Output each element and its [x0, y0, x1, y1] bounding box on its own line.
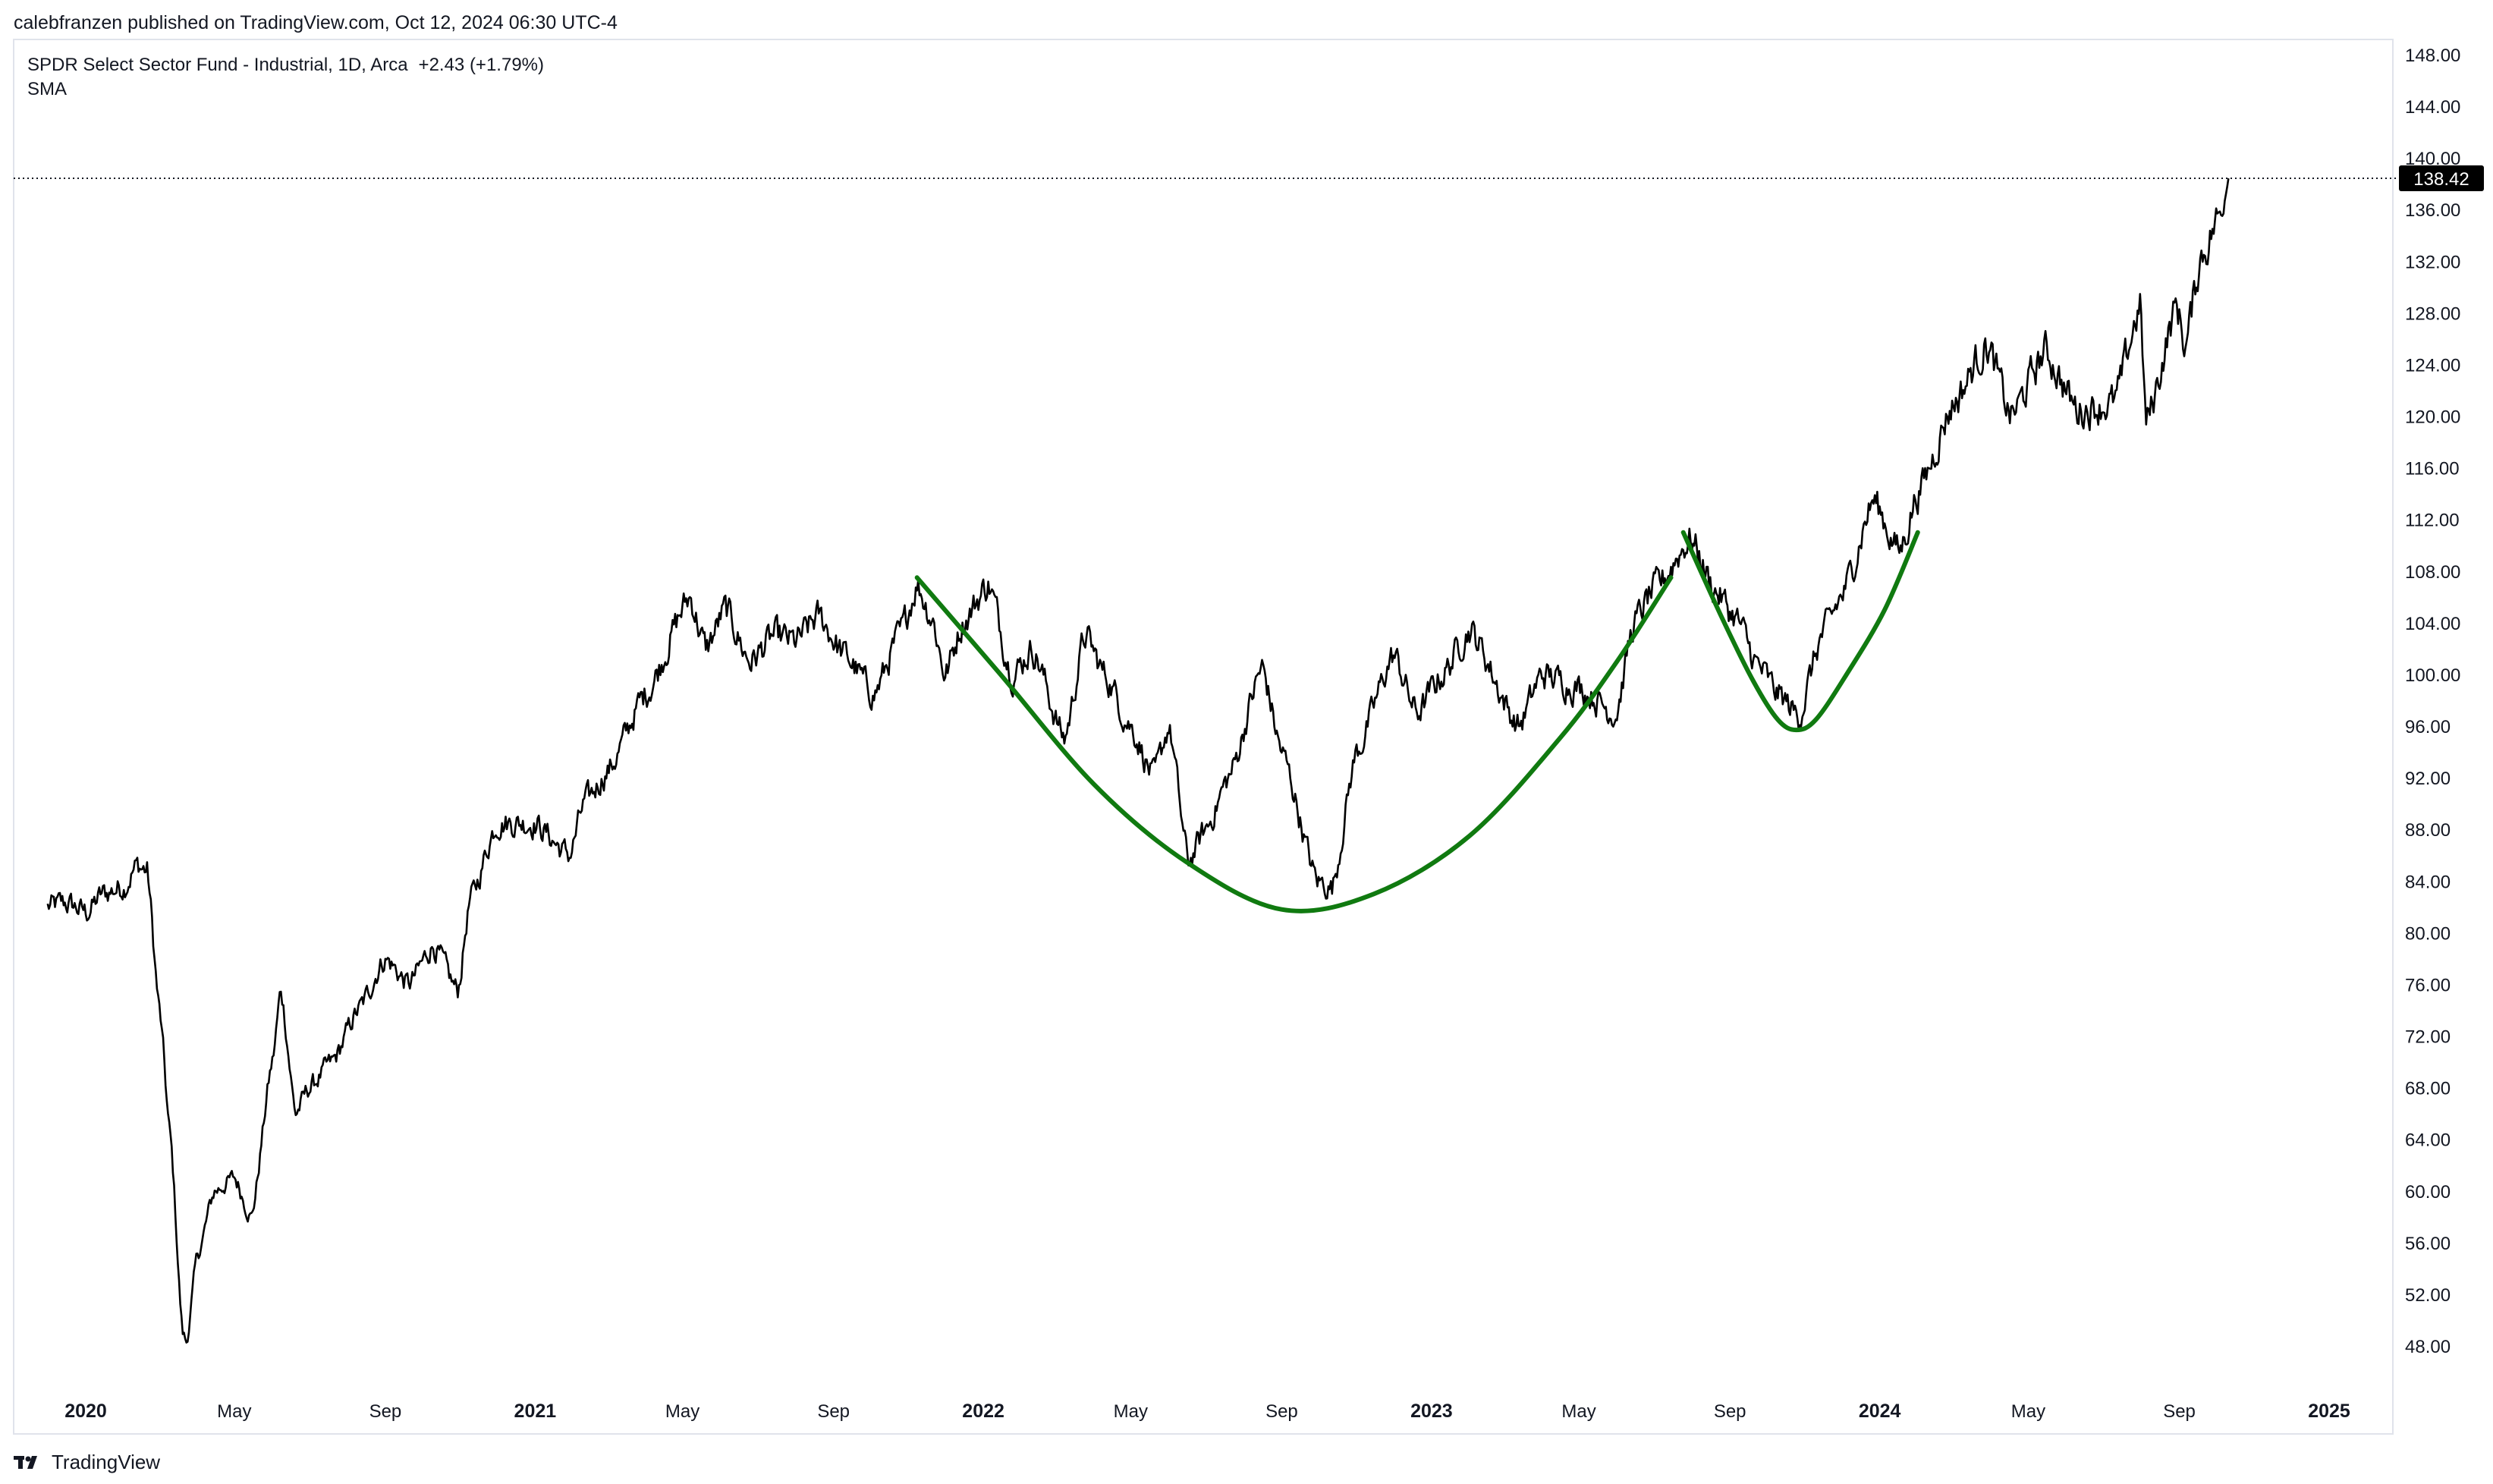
- x-tick-label: Sep: [369, 1401, 402, 1422]
- x-tick-label: 2024: [1859, 1401, 1901, 1422]
- y-tick-label: 84.00: [2405, 872, 2451, 892]
- x-tick-label: 2023: [1410, 1401, 1453, 1422]
- y-tick-label: 96.00: [2405, 717, 2451, 737]
- chart-frame: [13, 39, 2394, 1435]
- x-tick-label: Sep: [1714, 1401, 1746, 1422]
- x-tick-label: Sep: [1265, 1401, 1298, 1422]
- series-layer: [46, 178, 2230, 1344]
- y-tick-label: 128.00: [2405, 303, 2460, 324]
- y-tick-label: 56.00: [2405, 1234, 2451, 1254]
- y-tick-label: 76.00: [2405, 975, 2451, 995]
- y-tick-label: 112.00: [2405, 511, 2460, 531]
- y-tick-label: 68.00: [2405, 1079, 2451, 1099]
- y-tick-label: 92.00: [2405, 769, 2451, 789]
- chart-legend[interactable]: SPDR Select Sector Fund - Industrial, 1D…: [27, 53, 544, 102]
- x-tick-label: 2020: [64, 1401, 107, 1422]
- y-tick-label: 60.00: [2405, 1182, 2451, 1203]
- cup-curve[interactable]: [914, 575, 1674, 913]
- x-tick-label: Sep: [2163, 1401, 2196, 1422]
- x-tick-label: May: [1114, 1401, 1148, 1422]
- time-axis[interactable]: 2020 May Sep 2021 May Sep 2022 May Sep 2023 May Sep…: [64, 1401, 2350, 1422]
- last-price-badge: [2399, 165, 2484, 192]
- y-tick-label: 52.00: [2405, 1285, 2451, 1306]
- last-price-label: 138.42: [2413, 169, 2469, 190]
- price-change: +2.43 (+1.79%): [418, 55, 544, 75]
- publish-info: calebfranzen published on TradingView.co…: [14, 12, 618, 33]
- y-tick-label: 116.00: [2405, 459, 2460, 479]
- brand-label: TradingView: [52, 1450, 161, 1473]
- x-tick-label: 2022: [962, 1401, 1004, 1422]
- y-tick-label: 120.00: [2405, 407, 2460, 428]
- symbol-description: SPDR Select Sector Fund - Industrial, 1D…: [27, 55, 408, 75]
- x-tick-label: 2021: [514, 1401, 557, 1422]
- price-axis[interactable]: 148.00144.00140.00136.00132.00128.00124.…: [2405, 46, 2460, 1357]
- tradingview-logo-icon: [14, 1456, 37, 1469]
- y-tick-label: 72.00: [2405, 1027, 2451, 1048]
- indicator-sma[interactable]: SMA: [27, 79, 68, 99]
- plot-border: [13, 39, 2394, 1435]
- y-tick-label: 144.00: [2405, 97, 2460, 118]
- x-tick-label: May: [665, 1401, 699, 1422]
- x-tick-label: May: [2011, 1401, 2045, 1422]
- tradingview-brand[interactable]: TradingView: [14, 1449, 160, 1475]
- x-tick-label: May: [217, 1401, 251, 1422]
- y-tick-label: 80.00: [2405, 923, 2451, 944]
- y-tick-label: 136.00: [2405, 200, 2460, 221]
- annotation-layer[interactable]: [914, 530, 1920, 913]
- x-tick-label: 2025: [2308, 1401, 2350, 1422]
- y-tick-label: 104.00: [2405, 614, 2460, 634]
- y-tick-label: 132.00: [2405, 252, 2460, 272]
- y-tick-label: 148.00: [2405, 46, 2460, 66]
- y-tick-label: 124.00: [2405, 355, 2460, 376]
- y-tick-label: 88.00: [2405, 820, 2451, 841]
- x-tick-label: Sep: [817, 1401, 850, 1422]
- y-tick-label: 100.00: [2405, 665, 2460, 686]
- x-tick-label: May: [1561, 1401, 1595, 1422]
- last-price-marker: 138.42: [14, 165, 2484, 192]
- y-tick-label: 108.00: [2405, 562, 2460, 583]
- handle-curve[interactable]: [1680, 530, 1920, 733]
- y-tick-label: 64.00: [2405, 1130, 2451, 1151]
- y-tick-label: 48.00: [2405, 1337, 2451, 1357]
- price-series-line: [46, 178, 2230, 1344]
